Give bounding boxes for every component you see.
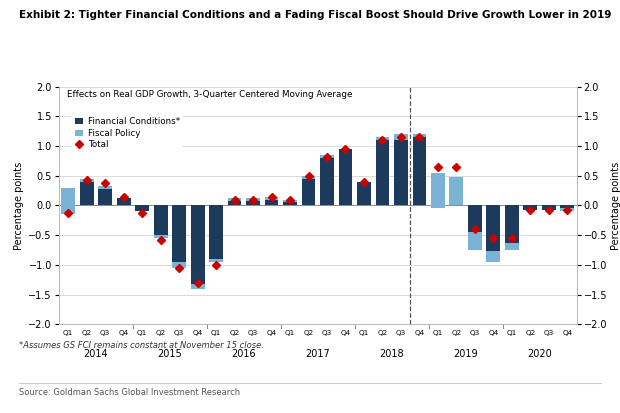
Bar <box>394 140 408 205</box>
Bar <box>117 198 131 205</box>
Bar <box>190 205 205 289</box>
Bar <box>505 205 519 250</box>
Bar <box>412 137 427 205</box>
Bar <box>172 205 186 268</box>
Bar <box>320 158 334 205</box>
Bar <box>523 205 538 210</box>
Bar <box>450 177 463 205</box>
Bar <box>246 198 260 201</box>
Bar <box>265 197 278 199</box>
Bar <box>61 188 75 214</box>
Bar <box>98 186 112 189</box>
Bar <box>209 259 223 262</box>
Bar <box>431 205 445 209</box>
Bar <box>265 199 278 205</box>
Bar <box>228 198 241 201</box>
Bar <box>190 284 205 289</box>
Bar <box>376 137 389 140</box>
Text: Exhibit 2: Tighter Financial Conditions and a Fading Fiscal Boost Should Drive G: Exhibit 2: Tighter Financial Conditions … <box>19 10 611 20</box>
Bar <box>394 134 408 140</box>
Bar <box>505 243 519 250</box>
Bar <box>61 188 75 205</box>
Bar <box>283 199 297 202</box>
Bar <box>487 205 500 262</box>
Text: 2016: 2016 <box>231 349 256 359</box>
Bar <box>560 209 574 211</box>
Text: Source: Goldman Sachs Global Investment Research: Source: Goldman Sachs Global Investment … <box>19 388 240 397</box>
Bar <box>301 176 316 179</box>
Bar <box>80 182 94 205</box>
Text: 2017: 2017 <box>306 349 330 359</box>
Bar <box>228 201 241 205</box>
Text: Effects on Real GDP Growth, 3-Quarter Centered Moving Average: Effects on Real GDP Growth, 3-Quarter Ce… <box>67 90 352 99</box>
Text: *Assumes GS FCI remains constant at November 15 close.: *Assumes GS FCI remains constant at Nove… <box>19 341 264 350</box>
Bar <box>246 201 260 205</box>
Bar <box>209 205 223 262</box>
Bar <box>468 205 482 250</box>
Bar <box>80 179 94 182</box>
Bar <box>339 149 352 205</box>
Bar <box>320 155 334 158</box>
Text: 2015: 2015 <box>157 349 182 359</box>
Text: 2019: 2019 <box>453 349 478 359</box>
Bar <box>357 182 371 205</box>
Bar <box>487 251 500 262</box>
Y-axis label: Percentage points: Percentage points <box>611 161 620 249</box>
Bar <box>301 179 316 205</box>
Text: 2020: 2020 <box>527 349 552 359</box>
Bar <box>172 262 186 268</box>
Bar <box>431 173 445 209</box>
Bar <box>560 205 574 209</box>
Bar <box>283 202 297 205</box>
Legend: Financial Conditions*, Fiscal Policy, Total: Financial Conditions*, Fiscal Policy, To… <box>71 114 184 153</box>
Bar <box>154 205 167 238</box>
Bar <box>468 232 482 250</box>
Text: 2014: 2014 <box>84 349 108 359</box>
Bar <box>98 189 112 205</box>
Bar <box>154 235 167 238</box>
Bar <box>376 140 389 205</box>
Bar <box>135 205 149 211</box>
Text: 2018: 2018 <box>379 349 404 359</box>
Y-axis label: Percentage points: Percentage points <box>14 161 24 249</box>
Bar <box>412 134 427 137</box>
Bar <box>542 205 556 210</box>
